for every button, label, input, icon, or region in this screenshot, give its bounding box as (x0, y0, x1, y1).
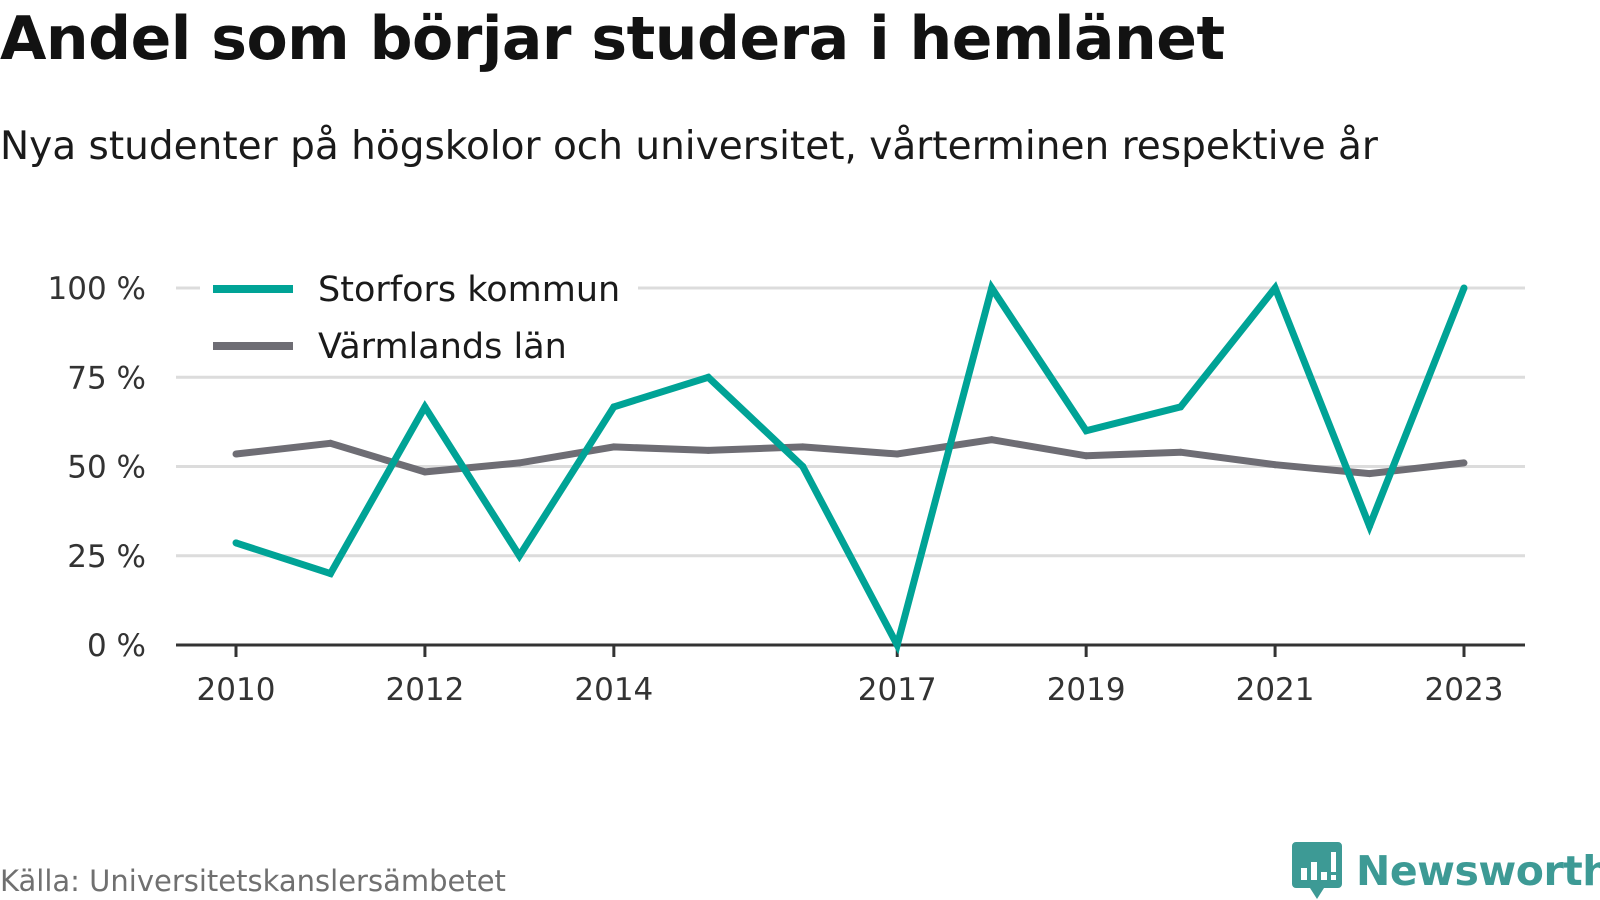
chart-title: Andel som börjar studera i hemlänet (0, 4, 1225, 74)
x-tick-label: 2014 (574, 672, 653, 708)
x-axis (176, 643, 1525, 657)
series-lines (232, 279, 1468, 655)
y-tick-label: 75 % (67, 360, 146, 396)
legend-background (200, 262, 638, 375)
data-point (1177, 403, 1185, 411)
data-point (515, 552, 523, 560)
x-tick-label: 2010 (197, 672, 276, 708)
data-point (232, 450, 240, 458)
data-point (1271, 461, 1279, 469)
data-point (232, 539, 240, 547)
data-point (799, 443, 807, 451)
data-point (1366, 522, 1374, 530)
data-point (988, 436, 996, 444)
data-point (1460, 459, 1468, 467)
data-point (893, 450, 901, 458)
brand-name: Newsworthy (1356, 847, 1600, 895)
series-line-storfors-kommun (234, 279, 1468, 655)
line-chart: 0 %25 %50 %75 %100 % 2010 2012 2014 2017 201… (47, 262, 1525, 708)
data-point (799, 463, 807, 470)
y-tick-label: 0 % (87, 628, 146, 664)
y-axis-tick-labels: 0 % 25 % 50 % 75 % 100 % (48, 271, 146, 664)
source-note: Källa: Universitetskanslersämbetet (0, 864, 506, 898)
data-point (1082, 452, 1090, 460)
data-point (421, 468, 429, 476)
legend-label: Värmlands län (318, 327, 567, 367)
x-axis-tick-labels: 2010 2012 2014 2017 2019 2021 2023 (197, 672, 1504, 708)
x-tick-label: 2019 (1047, 672, 1126, 708)
data-point (1271, 284, 1279, 292)
x-tick-label: 2012 (385, 672, 464, 708)
x-tick-label: 2023 (1425, 672, 1504, 708)
data-point (1177, 448, 1185, 456)
data-point (610, 443, 618, 451)
bar-chart-speech-bubble-icon (1292, 842, 1342, 899)
y-tick-label: 25 % (67, 539, 146, 575)
data-point (326, 439, 334, 447)
data-point (515, 459, 523, 467)
legend: Storfors kommun Värmlands län (200, 262, 638, 375)
y-tick-label: 50 % (67, 450, 146, 486)
data-point (421, 403, 429, 411)
brand-logo: Newsworthy (1292, 842, 1600, 900)
series-line-varmlands-lan (235, 436, 1465, 478)
data-point (704, 373, 712, 381)
data-point (326, 570, 334, 578)
chart-subtitle: Nya studenter på högskolor och universit… (0, 124, 1378, 169)
legend-label: Storfors kommun (318, 270, 620, 310)
data-point (893, 641, 901, 649)
x-tick-label: 2021 (1236, 672, 1315, 708)
data-point (610, 403, 618, 411)
data-point (1366, 470, 1374, 478)
data-point (1082, 427, 1090, 435)
data-point (1460, 284, 1468, 292)
data-point (704, 446, 712, 454)
data-point (988, 284, 996, 292)
y-tick-label: 100 % (48, 271, 146, 307)
x-tick-label: 2017 (858, 672, 937, 708)
